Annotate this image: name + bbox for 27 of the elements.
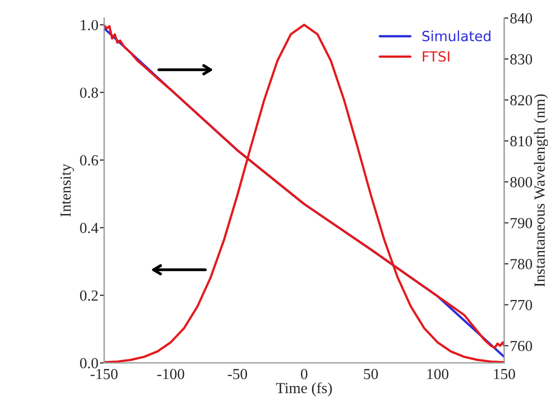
y2-tick-label: 820	[510, 95, 532, 106]
y2-tick-label: 780	[510, 258, 532, 270]
y-tick-label: 0.2	[80, 290, 98, 301]
y2-tick-label: 810	[510, 136, 532, 146]
x-tick-label: -150	[90, 368, 118, 380]
x-tick-label: 50	[364, 368, 378, 380]
y2-tick-label: 840	[510, 13, 532, 24]
x-tick-label: 150	[494, 368, 516, 380]
y2-tick-label: 790	[510, 218, 532, 228]
x-tick-label: 100	[427, 368, 448, 380]
y2-tick-label: 760	[510, 340, 532, 352]
y-tick-label: 0.0	[80, 358, 98, 368]
x-tick-label: 0	[300, 368, 308, 380]
y2-tick-label: 800	[510, 177, 532, 188]
y-tick-label: 1.0	[80, 20, 98, 30]
y-tick-label: 0.4	[80, 222, 98, 234]
y2-tick-label: 830	[510, 54, 532, 64]
legend-label: FTSI	[422, 51, 450, 62]
x-axis-title: Time (fs)	[276, 382, 332, 396]
y2-tick-label: 770	[510, 300, 532, 310]
legend-label: Simulated	[422, 30, 490, 42]
y2-axis-title: Instantaneous Wavelength (nm)	[534, 94, 548, 287]
y-axis-title: Intensity	[60, 164, 74, 217]
y-tick-label: 0.8	[80, 88, 98, 98]
x-tick-label: -100	[157, 368, 184, 380]
x-tick-label: -50	[228, 368, 248, 380]
y-tick-label: 0.6	[80, 155, 98, 166]
